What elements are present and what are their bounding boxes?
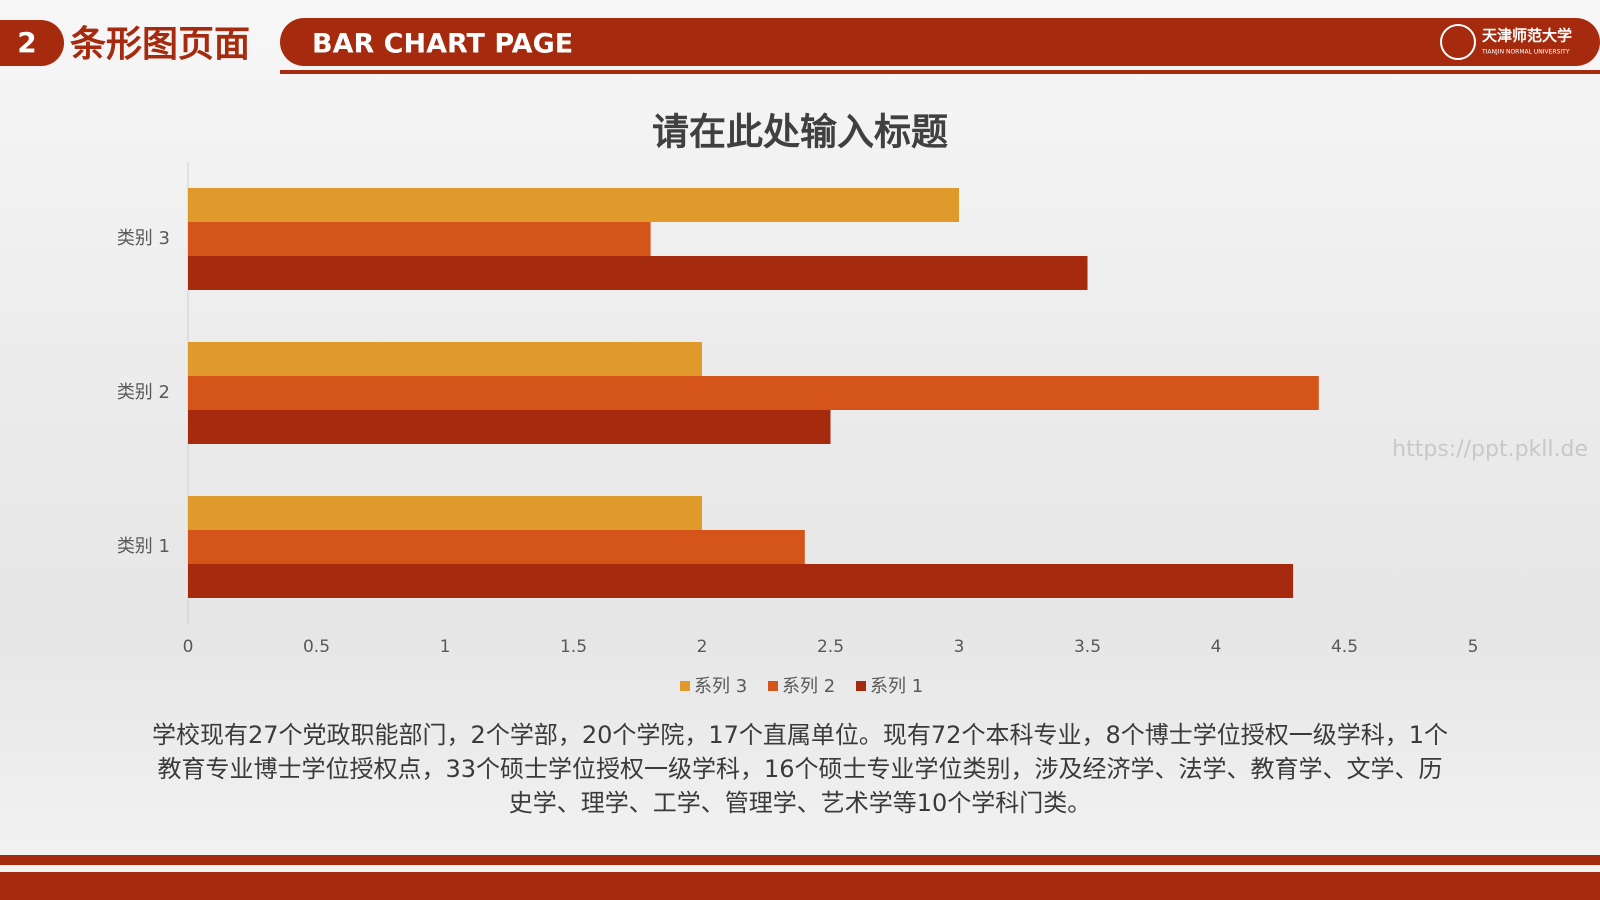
bar <box>188 188 959 222</box>
logo-emblem <box>1440 24 1476 60</box>
x-tick-label: 4.5 <box>1331 637 1358 657</box>
header-band <box>280 18 1600 66</box>
legend-label: 系列 3 <box>694 676 747 697</box>
bar <box>188 496 702 530</box>
number-badge-left <box>0 20 30 66</box>
logo-english: TIANJIN NORMAL UNIVERSITY <box>1481 49 1570 56</box>
footer-band <box>0 872 1600 900</box>
bar <box>188 256 1088 290</box>
x-tick-label: 3.5 <box>1074 637 1101 657</box>
x-tick-label: 3 <box>954 637 965 657</box>
paragraph: 学校现有27个党政职能部门，2个学部，20个学院，17个直属单位。现有72个本科… <box>152 721 1448 817</box>
x-tick-label: 4 <box>1211 637 1222 657</box>
bar <box>188 530 805 564</box>
footer-line <box>0 855 1600 865</box>
header-number: 2 <box>17 26 36 59</box>
x-tick-label: 0.5 <box>303 637 330 657</box>
x-tick-label: 2 <box>697 637 708 657</box>
y-tick-label: 类别 1 <box>117 536 170 557</box>
header-title: 条形图页面 <box>70 24 250 65</box>
legend-swatch <box>768 681 778 691</box>
legend-label: 系列 2 <box>782 676 835 697</box>
legend-swatch <box>856 681 866 691</box>
logo-name: 天津师范大学 <box>1482 27 1572 45</box>
watermark: https://ppt.pkll.de <box>1392 437 1588 462</box>
bar <box>188 564 1294 598</box>
legend-swatch <box>680 681 690 691</box>
x-tick-label: 2.5 <box>817 637 844 657</box>
bar <box>188 376 1319 410</box>
y-tick-label: 类别 2 <box>117 382 170 403</box>
bar <box>188 342 702 376</box>
x-tick-label: 1.5 <box>560 637 587 657</box>
chart-title: 请在此处输入标题 <box>652 111 948 154</box>
x-tick-label: 1 <box>440 637 451 657</box>
y-tick-label: 类别 3 <box>117 228 170 249</box>
legend-label: 系列 1 <box>870 676 923 697</box>
bar <box>188 222 651 256</box>
bar <box>188 410 831 444</box>
header-subtitle: BAR CHART PAGE <box>312 29 573 60</box>
x-tick-label: 0 <box>183 637 194 657</box>
header-line <box>280 70 1600 74</box>
x-tick-label: 5 <box>1468 637 1479 657</box>
